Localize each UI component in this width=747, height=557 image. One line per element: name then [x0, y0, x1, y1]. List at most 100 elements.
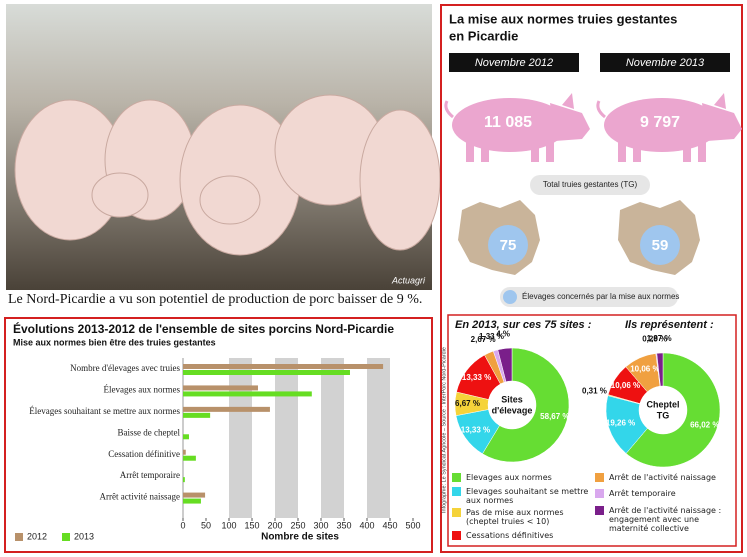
grid-band — [229, 358, 252, 518]
category-label: Élevages souhaitant se mettre aux normes — [29, 406, 180, 416]
infographic-title: en Picardie — [449, 28, 518, 43]
category-label: Élevages aux normes — [104, 384, 181, 394]
x-tick-label: 350 — [336, 520, 351, 530]
legend-swatch — [452, 531, 461, 540]
pie-heading: Ils représentent : — [625, 319, 714, 331]
farms-circle — [488, 225, 528, 265]
bar — [183, 434, 189, 440]
bar — [183, 406, 270, 412]
period-label: Novembre 2012 — [475, 57, 553, 69]
legend-label: 2013 — [74, 531, 94, 541]
pie-center-label: TG — [657, 410, 670, 420]
category-label: Baisse de cheptel — [118, 427, 181, 437]
pie-center — [488, 381, 536, 429]
pie-value-label: 0,29 % — [642, 335, 667, 344]
bar — [183, 412, 211, 418]
x-tick-label: 50 — [201, 520, 211, 530]
legend-swatch — [452, 508, 461, 517]
label-pill — [500, 287, 678, 307]
x-tick-label: 300 — [313, 520, 328, 530]
pie-legend-item: Cessations définitives — [452, 531, 591, 540]
x-tick-label: 100 — [221, 520, 236, 530]
grid-band — [367, 358, 390, 518]
period-header — [449, 53, 579, 72]
pig-icon — [444, 93, 590, 162]
pig-leg — [683, 140, 691, 162]
legend-label: Pas de mise aux normes (cheptel truies <… — [466, 508, 564, 526]
pig-leg — [698, 140, 706, 162]
photo-pigs — [14, 94, 441, 256]
pie-legend-item: Pas de mise aux normes (cheptel truies <… — [452, 508, 591, 526]
pig-head — [550, 103, 590, 141]
pie-legend-item: Arrêt de l'activité naissage — [595, 473, 734, 482]
pie-legend-item: Elevages souhaitant se mettre aux normes — [452, 487, 591, 505]
pie-value-label: 2,67 % — [471, 335, 496, 344]
pig-leg — [481, 140, 489, 162]
pie-value-label: 19,26 % — [606, 419, 635, 428]
legend-swatch — [452, 473, 461, 482]
bar — [183, 370, 350, 375]
legend-label: 2012 — [27, 531, 47, 541]
farms-legend-dot — [503, 290, 517, 304]
pie-value-label: 66,02 % — [690, 420, 719, 429]
label-pill — [530, 175, 650, 195]
infographic-frame — [440, 4, 743, 553]
pie-center-label: d'élevage — [492, 405, 533, 415]
legend-label: Arrêt temporaire — [609, 489, 676, 498]
legend-swatch — [595, 506, 604, 515]
period-header — [600, 53, 730, 72]
pie-value-label: 6,67 % — [455, 399, 480, 408]
pie-legend-item: Arrêt de l'activité naissage : engagemen… — [595, 506, 734, 533]
bar-chart-frame — [4, 317, 433, 553]
x-tick-label: 200 — [267, 520, 282, 530]
pig-head — [702, 103, 742, 141]
pig-ear — [562, 93, 574, 109]
pie-center-label: Cheptel — [646, 399, 679, 409]
pig-ear — [714, 93, 726, 109]
pig-tail — [596, 100, 606, 119]
category-label: Arrêt temporaire — [120, 470, 180, 480]
pie-legend-item: Elevages aux normes — [452, 473, 591, 482]
category-label: Nombre d'élevages avec truies — [70, 363, 180, 373]
grid-band — [275, 358, 298, 518]
bar-chart-subtitle: Mise aux normes bien être des truies ges… — [13, 337, 216, 347]
period-label: Novembre 2013 — [626, 57, 705, 69]
category-label: Arrêt activité naissage — [100, 492, 180, 502]
legend-swatch — [15, 533, 23, 541]
pie-value-label: 13,33 % — [461, 426, 490, 435]
total-sows-label: Total truies gestantes (TG) — [543, 180, 638, 189]
pie-center — [639, 386, 687, 434]
bar — [183, 477, 185, 483]
legend-swatch — [452, 487, 461, 496]
pie-legend-item: Arrêt temporaire — [595, 489, 734, 498]
pie-value-label: 1,33 % — [479, 332, 504, 341]
pie-value-label: 4 % — [496, 330, 510, 339]
pig-icon — [596, 93, 742, 162]
pie-value-label: 58,67 % — [540, 412, 569, 421]
pie-value-label: 0,31 % — [582, 387, 607, 396]
farms-circle — [640, 225, 680, 265]
x-tick-label: 500 — [405, 520, 420, 530]
grid-band — [321, 358, 344, 518]
legend-swatch — [595, 473, 604, 482]
bar — [183, 391, 312, 397]
pig-body — [452, 98, 568, 152]
photo-credit: Actuagri — [391, 275, 426, 285]
bar — [183, 364, 384, 369]
total-sows-value: 9 797 — [640, 114, 680, 131]
bar — [183, 455, 196, 461]
pig-body — [604, 98, 720, 152]
x-axis-label: Nombre de sites — [261, 532, 339, 543]
total-sows-value: 11 085 — [484, 114, 532, 131]
pig-leg — [466, 140, 474, 162]
category-label: Cessation définitive — [108, 449, 180, 459]
pie-value-label: 1,87 % — [647, 334, 672, 343]
legend-label: Cessations définitives — [466, 531, 554, 540]
pig-tail — [444, 100, 454, 119]
pig-leg — [633, 140, 641, 162]
infographic-title: La mise aux normes truies gestantes — [449, 11, 677, 26]
bar — [183, 385, 258, 391]
bar — [183, 498, 201, 504]
